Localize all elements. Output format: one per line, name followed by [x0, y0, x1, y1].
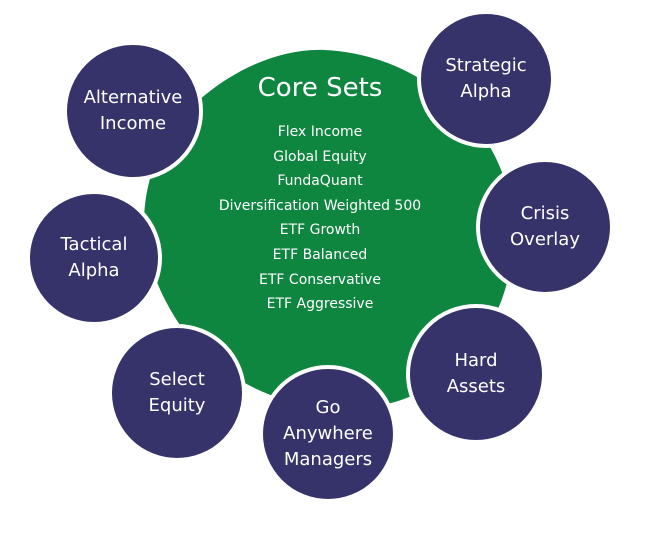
- hard-assets-circle: [406, 304, 546, 444]
- hard-assets-label: Hard Assets: [446, 350, 506, 397]
- alternative-income-circle: [63, 41, 203, 181]
- core-item-etf-aggressive: ETF Aggressive: [266, 296, 374, 313]
- core-sets-panel: Core Sets Flex Income Global Equity Fund…: [140, 52, 500, 402]
- crisis-overlay-circle: [476, 158, 614, 296]
- tactical-alpha-label: Tactical Alpha: [60, 234, 128, 281]
- select-equity-node: Select Equity: [110, 326, 244, 460]
- core-sets-shape: [144, 49, 514, 409]
- hard-assets-node: Hard Assets: [408, 306, 544, 442]
- core-item-fundaquant: FundaQuant: [277, 173, 363, 190]
- go-anywhere-managers-label: Go Anywhere Managers: [283, 397, 373, 470]
- go-anywhere-managers-node: Go Anywhere Managers: [261, 367, 395, 501]
- core-sets-title: Core Sets: [257, 73, 383, 103]
- alternative-income-label: Alternative Income: [83, 87, 183, 134]
- crisis-overlay-label: Crisis Overlay: [510, 203, 580, 250]
- select-equity-label: Select Equity: [148, 369, 206, 416]
- core-item-etf-balanced: ETF Balanced: [272, 246, 368, 263]
- core-item-flex-income: Flex Income: [277, 124, 363, 140]
- core-sets-list: Flex Income Global Equity FundaQuant Div…: [219, 120, 421, 317]
- core-item-diversification-weighted-500: Diversification Weighted 500: [218, 197, 422, 214]
- select-equity-circle: [108, 324, 246, 462]
- strategic-alpha-node: Strategic Alpha: [419, 12, 553, 146]
- go-anywhere-managers-circle: [259, 365, 397, 503]
- strategic-alpha-circle: [417, 10, 555, 148]
- core-item-etf-growth: ETF Growth: [279, 222, 361, 239]
- crisis-overlay-node: Crisis Overlay: [478, 160, 612, 294]
- core-item-etf-conservative: ETF Conservative: [259, 271, 381, 288]
- tactical-alpha-circle: [26, 190, 162, 326]
- tactical-alpha-node: Tactical Alpha: [28, 192, 160, 324]
- core-item-global-equity: Global Equity: [273, 148, 367, 165]
- alternative-income-node: Alternative Income: [65, 43, 201, 179]
- strategic-alpha-label: Strategic Alpha: [445, 55, 527, 102]
